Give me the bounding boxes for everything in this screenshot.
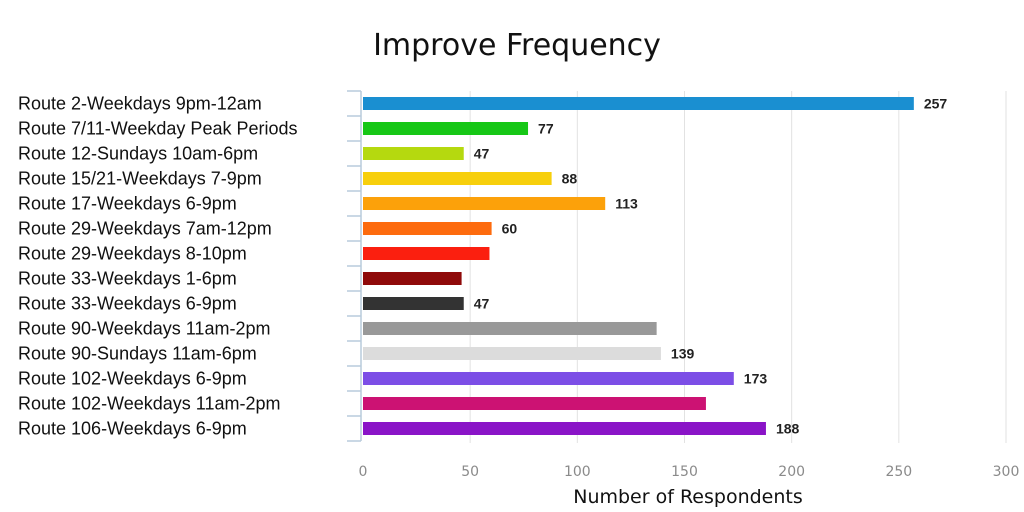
chart-title: Improve Frequency — [373, 28, 661, 63]
category-label: Route 106-Weekdays 6-9pm — [18, 419, 247, 439]
category-label: Route 29-Weekdays 8-10pm — [18, 244, 247, 264]
data-label: 88 — [562, 171, 578, 187]
x-tick-label: 300 — [993, 464, 1020, 480]
category-label: Route 7/11-Weekday Peak Periods — [18, 119, 298, 139]
data-label: 113 — [615, 196, 638, 212]
bar — [363, 372, 734, 385]
data-label: 60 — [502, 221, 518, 237]
category-label: Route 90-Sundays 11am-6pm — [18, 344, 257, 364]
data-label: 257 — [924, 96, 948, 112]
bar — [363, 247, 490, 260]
category-label: Route 29-Weekdays 7am-12pm — [18, 219, 272, 239]
bar — [363, 397, 706, 410]
data-label: 47 — [474, 296, 490, 312]
x-tick-label: 0 — [359, 464, 368, 480]
x-tick-label: 200 — [778, 464, 805, 480]
bar — [363, 97, 914, 110]
data-label: 77 — [538, 121, 554, 137]
category-label: Route 17-Weekdays 6-9pm — [18, 194, 237, 214]
category-label: Route 102-Weekdays 11am-2pm — [18, 394, 280, 414]
category-label: Route 12-Sundays 10am-6pm — [18, 144, 258, 164]
category-label: Route 15/21-Weekdays 7-9pm — [18, 169, 262, 189]
category-label: Route 2-Weekdays 9pm-12am — [18, 94, 262, 114]
category-label: Route 33-Weekdays 1-6pm — [18, 269, 237, 289]
category-label: Route 102-Weekdays 6-9pm — [18, 369, 247, 389]
bar — [363, 347, 661, 360]
data-label: 188 — [776, 421, 800, 437]
x-axis-title: Number of Respondents — [573, 486, 803, 508]
bar — [363, 147, 464, 160]
bar — [363, 297, 464, 310]
data-label: 173 — [744, 371, 768, 387]
data-label: 47 — [474, 146, 490, 162]
x-tick-label: 100 — [564, 464, 591, 480]
x-tick-label: 50 — [461, 464, 479, 480]
bar — [363, 422, 766, 435]
bar — [363, 197, 606, 210]
bar — [363, 122, 529, 135]
bar — [363, 322, 657, 335]
x-tick-label: 150 — [671, 464, 698, 480]
category-label: Route 33-Weekdays 6-9pm — [18, 294, 237, 314]
bar — [363, 172, 552, 185]
bar — [363, 272, 462, 285]
data-label: 139 — [671, 346, 695, 362]
x-tick-label: 250 — [885, 464, 912, 480]
category-label: Route 90-Weekdays 11am-2pm — [18, 319, 270, 339]
bar — [363, 222, 492, 235]
